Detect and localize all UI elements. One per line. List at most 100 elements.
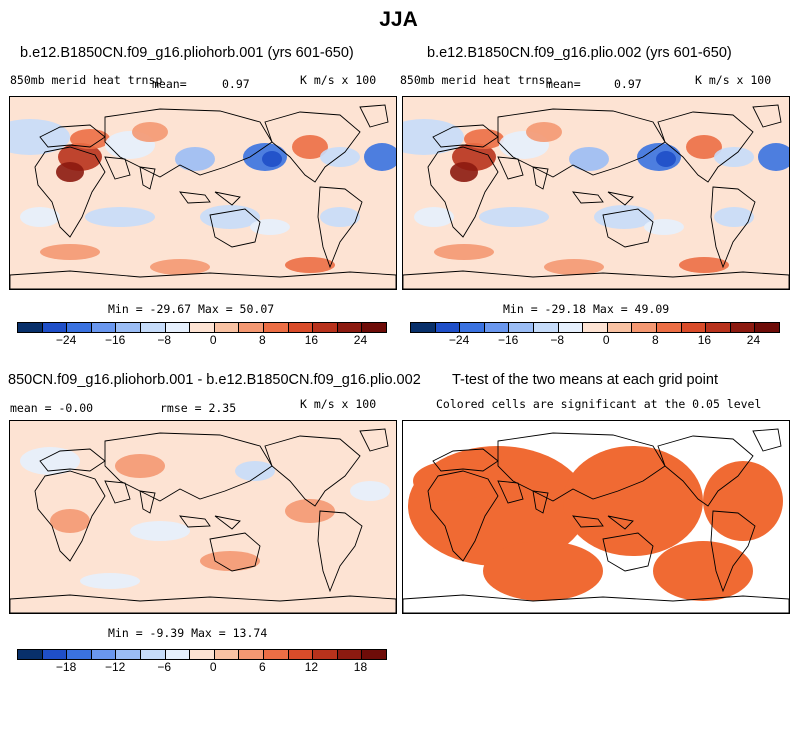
coastline — [752, 104, 782, 128]
colorbar-swatch — [42, 650, 68, 659]
field-contour-cell — [175, 147, 215, 171]
panel2-map — [402, 96, 790, 290]
colorbar-swatch — [67, 323, 92, 332]
significant-cell — [483, 541, 603, 601]
colorbar-tick-label: −24 — [448, 333, 470, 347]
colorbar-swatch — [435, 323, 461, 332]
colorbar-swatch — [755, 323, 779, 332]
coastline — [427, 146, 499, 238]
panel1-map — [9, 96, 397, 290]
panel4-map — [402, 420, 790, 614]
field-contour-cell — [150, 259, 210, 275]
colorbar-swatch — [214, 650, 240, 659]
field-contour-cell — [132, 122, 168, 142]
field-contour-cell — [364, 143, 396, 171]
colorbar-tick-label: 0 — [209, 333, 217, 347]
panel3-map — [9, 420, 397, 614]
field-contour-cell — [594, 205, 654, 229]
colorbar-swatch — [681, 323, 707, 332]
coastline — [264, 435, 361, 507]
field-contour-cell — [200, 205, 260, 229]
colorbar-swatch — [362, 323, 386, 332]
colorbar-tick-label: 0 — [602, 333, 610, 347]
colorbar-tick-label: −16 — [104, 333, 126, 347]
panel3-map-svg — [10, 428, 396, 613]
field-contour-cell — [544, 259, 604, 275]
colorbar-swatch — [190, 323, 215, 332]
field-contour-cell — [450, 162, 478, 182]
coastline — [10, 594, 396, 613]
colorbar-tick-label: 24 — [353, 333, 368, 347]
colorbar-swatch — [165, 650, 191, 659]
field-contour-cell — [115, 454, 165, 478]
coastline — [209, 208, 261, 248]
colorbar-tick-label: 6 — [258, 660, 266, 674]
field-contour-cell — [434, 244, 494, 260]
panel2-variable-label: 850mb merid heat trnsp — [400, 73, 553, 87]
coastline — [710, 510, 756, 593]
colorbar-swatch — [42, 323, 68, 332]
colorbar-swatch — [730, 323, 756, 332]
panel1-units: K m/s x 100 — [300, 73, 377, 87]
coastline — [34, 146, 106, 238]
panel2-map-svg — [403, 104, 789, 289]
panel1-colorbar — [17, 322, 387, 333]
colorbar-swatch — [313, 650, 338, 659]
colorbar-swatch — [214, 323, 240, 332]
coastline — [179, 515, 241, 530]
colorbar-swatch — [116, 650, 141, 659]
field-contour-cell — [85, 207, 155, 227]
coastline — [104, 480, 156, 514]
coastline — [497, 156, 549, 190]
colorbar-swatch — [165, 323, 191, 332]
field-contour-cell — [526, 122, 562, 142]
field-contour-cell — [644, 219, 684, 235]
panel1-variable-label: 850mb merid heat trnsp — [10, 73, 163, 87]
coastline — [403, 270, 789, 289]
field-contour-cell — [569, 147, 609, 171]
coastline — [39, 124, 106, 148]
field-contour-cell — [350, 481, 390, 501]
colorbar-tick-label: −6 — [157, 660, 172, 674]
colorbar-tick-label: 0 — [209, 660, 217, 674]
panel3-title: 850CN.f09_g16.pliohorb.001 - b.e12.B1850… — [8, 372, 421, 388]
field-contour-cell — [656, 151, 676, 167]
field-contour-cell — [285, 257, 335, 273]
colorbar-swatch — [239, 323, 264, 332]
colorbar-swatch — [91, 323, 117, 332]
colorbar-swatch — [313, 323, 338, 332]
coastline — [104, 156, 156, 190]
coastline — [209, 532, 261, 572]
panel2-colorbar — [410, 322, 780, 333]
field-contour-cell — [50, 509, 90, 533]
figure-title: JJA — [379, 8, 418, 31]
panel1-map-svg — [10, 104, 396, 289]
significant-cell — [413, 461, 493, 501]
coastline — [359, 428, 389, 452]
colorbar-swatch — [263, 323, 289, 332]
colorbar-swatch — [460, 323, 485, 332]
colorbar-swatch — [337, 650, 363, 659]
coastline — [497, 480, 549, 514]
panel1-mean-value: 0.97 — [222, 77, 250, 91]
panel4-subtitle: Colored cells are significant at the 0.0… — [436, 397, 762, 411]
colorbar-tick-label: 8 — [651, 333, 659, 347]
colorbar-swatch — [18, 650, 43, 659]
colorbar-swatch — [411, 323, 436, 332]
colorbar-tick-label: −24 — [55, 333, 77, 347]
colorbar-swatch — [67, 650, 92, 659]
panel2-minmax: Min = -29.18 Max = 49.09 — [503, 302, 670, 316]
colorbar-swatch — [533, 323, 559, 332]
colorbar-swatch — [656, 323, 682, 332]
field-contour-cell — [714, 147, 754, 167]
field-contour-cell — [80, 573, 140, 589]
colorbar-swatch — [288, 650, 314, 659]
coastline — [359, 104, 389, 128]
colorbar-swatch — [91, 650, 117, 659]
colorbar-tick-label: 16 — [697, 333, 712, 347]
panel3-units: K m/s x 100 — [300, 397, 377, 411]
colorbar-tick-label: 24 — [746, 333, 761, 347]
panel1-title: b.e12.B1850CN.f09_g16.pliohorb.001 (yrs … — [20, 45, 354, 61]
panel1-minmax: Min = -29.67 Max = 50.07 — [108, 302, 275, 316]
colorbar-tick-label: −16 — [497, 333, 519, 347]
